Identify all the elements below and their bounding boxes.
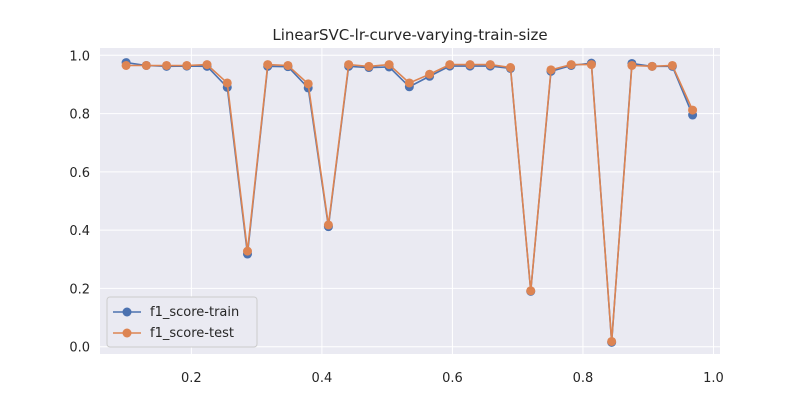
- x-tick-label: 0.8: [573, 371, 594, 386]
- y-tick-label: 0.6: [69, 166, 90, 181]
- data-point: [364, 61, 374, 71]
- data-point: [688, 105, 698, 115]
- data-point: [566, 60, 576, 70]
- data-point: [485, 60, 495, 70]
- data-point: [526, 286, 536, 296]
- y-tick-label: 0.8: [69, 108, 90, 123]
- x-tick-label: 0.6: [442, 371, 463, 386]
- data-point: [182, 60, 192, 70]
- data-point: [141, 60, 151, 70]
- legend-label-train: f1_score-train: [150, 305, 239, 320]
- series-1: [121, 60, 698, 346]
- data-point: [404, 78, 414, 88]
- y-tick-label: 0.0: [69, 341, 90, 356]
- data-point: [162, 60, 172, 70]
- data-point: [506, 63, 516, 73]
- tick-labels: 0.0 0.2 0.4 0.6 0.8 1.0 0.2 0.4 0.6 0.8 1.0: [69, 49, 724, 386]
- data-point: [546, 65, 556, 75]
- x-tick-label: 0.2: [181, 371, 202, 386]
- data-point: [323, 220, 333, 230]
- data-point: [667, 60, 677, 70]
- data-point: [607, 336, 617, 346]
- legend: f1_score-train f1_score-test: [106, 296, 258, 348]
- x-tick-label: 1.0: [703, 371, 724, 386]
- grid: [100, 48, 720, 354]
- data-point: [222, 78, 232, 88]
- data-point: [647, 61, 657, 71]
- data-point: [445, 60, 455, 70]
- data-point: [425, 69, 435, 79]
- data-point: [627, 60, 637, 70]
- series-layer: [121, 58, 698, 347]
- data-point: [242, 246, 252, 256]
- data-point: [465, 60, 475, 70]
- data-point: [202, 60, 212, 70]
- data-point: [384, 60, 394, 70]
- data-point: [263, 60, 273, 70]
- legend-box: [106, 296, 258, 348]
- legend-label-test: f1_score-test: [150, 326, 234, 341]
- x-tick-label: 0.4: [312, 371, 333, 386]
- data-point: [303, 79, 313, 89]
- legend-marker-train: [122, 307, 132, 317]
- data-point: [121, 60, 131, 70]
- data-point: [344, 60, 354, 70]
- data-point: [283, 60, 293, 70]
- data-point: [586, 60, 596, 70]
- chart-title: LinearSVC-lr-curve-varying-train-size: [272, 26, 547, 44]
- legend-marker-test: [122, 328, 132, 338]
- y-tick-label: 1.0: [69, 49, 90, 64]
- y-tick-label: 0.2: [69, 282, 90, 297]
- y-tick-label: 0.4: [69, 224, 90, 239]
